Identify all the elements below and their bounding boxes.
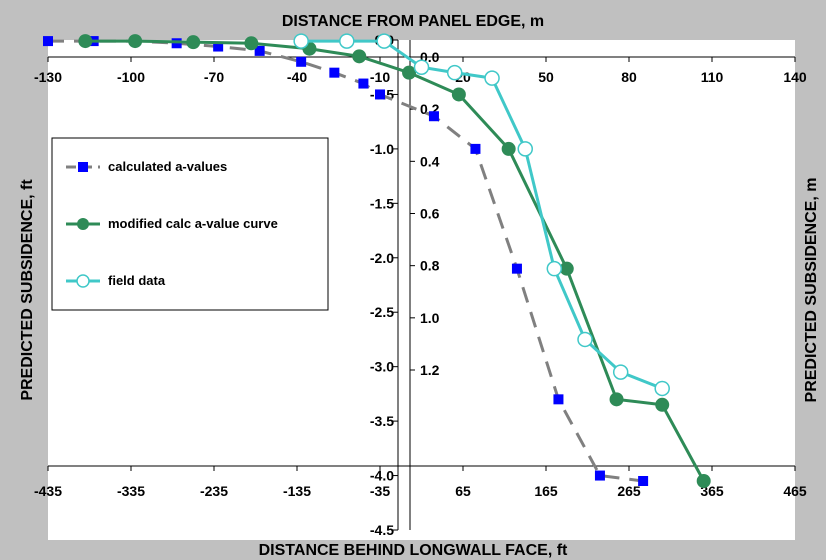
series-point-field <box>484 70 500 86</box>
series-point-calculated <box>43 36 53 47</box>
series-point-modified <box>655 397 670 412</box>
legend-label-field: field data <box>108 273 166 288</box>
series-point-modified <box>402 65 417 80</box>
series-point-field <box>376 33 392 49</box>
x-bottom-tick-label: -335 <box>117 483 145 499</box>
y-right-tick-label: 0.4 <box>420 153 440 169</box>
x-top-tick-label: 80 <box>621 69 637 85</box>
series-point-modified <box>451 87 466 102</box>
series-point-calculated <box>329 67 340 78</box>
y-left-tick-label: -2.0 <box>370 250 394 266</box>
series-point-modified <box>244 36 259 51</box>
x-bottom-tick-label: 65 <box>455 483 471 499</box>
series-point-field <box>546 260 563 277</box>
y-right-tick-label: 1.0 <box>420 310 440 326</box>
series-point-modified <box>609 392 624 407</box>
series-point-calculated <box>213 41 224 52</box>
x-bottom-tick-label: -135 <box>283 483 311 499</box>
x-bottom-tick-label: 265 <box>617 483 641 499</box>
y-right-axis-title: PREDICTED SUBSIDENCE, m <box>803 178 820 403</box>
series-point-modified <box>696 474 711 488</box>
x-top-tick-label: -130 <box>34 69 62 85</box>
legend-label-calculated: calculated a-values <box>108 159 227 174</box>
series-point-modified <box>78 34 93 49</box>
series <box>43 33 711 488</box>
series-point-calculated <box>428 111 439 122</box>
y-left-tick-label: -3.0 <box>370 359 394 375</box>
x-bottom-tick-label: -235 <box>200 483 228 499</box>
legend-marker-calculated <box>78 162 88 172</box>
y-left-tick-label: -3.5 <box>370 413 394 429</box>
axes: -435 -335 -235 -135 -35 65 165 265 365 465-130 -10… <box>34 32 807 538</box>
legend-marker-modified <box>77 218 89 230</box>
series-point-field <box>339 33 355 49</box>
series-point-calculated <box>638 476 649 486</box>
series-point-modified <box>352 49 367 64</box>
x-bottom-axis-title: DISTANCE BEHIND LONGWALL FACE, ft <box>259 542 568 559</box>
y-left-tick-label: -1.0 <box>370 141 394 157</box>
x-bottom-tick-label: 465 <box>783 483 807 499</box>
x-top-axis-title: DISTANCE FROM PANEL EDGE, m <box>282 13 544 30</box>
y-left-tick-label: -1.5 <box>370 195 394 211</box>
series-point-field <box>517 141 533 157</box>
series-point-calculated <box>470 143 481 154</box>
y-right-tick-label: 0.6 <box>420 206 440 222</box>
y-left-tick-label: -4.0 <box>370 468 394 484</box>
series-point-calculated <box>511 263 522 274</box>
series-point-modified <box>128 34 143 49</box>
series-point-calculated <box>553 394 564 405</box>
series-point-field <box>577 331 593 348</box>
x-top-tick-label: 110 <box>701 69 724 85</box>
y-left-tick-label: -4.5 <box>370 522 394 538</box>
x-top-tick-label: -40 <box>287 69 307 85</box>
series-point-calculated <box>375 89 385 100</box>
series-point-field <box>293 33 309 49</box>
y-left-axis-title: PREDICTED SUBSIDENCE, ft <box>19 179 36 401</box>
x-top-tick-label: -10 <box>370 69 390 85</box>
x-top-tick-label: -70 <box>204 69 224 85</box>
y-left-tick-label: -2.5 <box>370 304 394 320</box>
series-point-calculated <box>296 56 307 67</box>
series-point-calculated <box>254 45 265 56</box>
series-point-field <box>612 364 629 380</box>
legend: calculated a-values modified calc a-valu… <box>51 137 329 311</box>
legend-marker-field <box>76 274 90 288</box>
series-point-modified <box>501 141 516 156</box>
series-point-field <box>413 59 430 75</box>
x-top-tick-label: -100 <box>117 69 145 85</box>
series-point-field <box>446 64 463 81</box>
x-bottom-tick-label: -35 <box>370 483 390 499</box>
y-right-tick-label: 1.2 <box>420 362 440 378</box>
legend-label-modified: modified calc a-value curve <box>108 216 278 231</box>
series-point-calculated <box>594 470 605 481</box>
series-point-modified <box>186 35 201 50</box>
x-top-tick-label: 140 <box>783 69 807 85</box>
y-right-tick-label: 0.8 <box>420 258 440 274</box>
series-point-modified <box>559 261 574 276</box>
x-bottom-tick-label: -435 <box>34 483 62 499</box>
series-point-field <box>654 380 670 397</box>
x-bottom-tick-label: 165 <box>534 483 558 499</box>
series-point-calculated <box>358 78 369 89</box>
x-top-tick-label: 50 <box>538 69 554 85</box>
